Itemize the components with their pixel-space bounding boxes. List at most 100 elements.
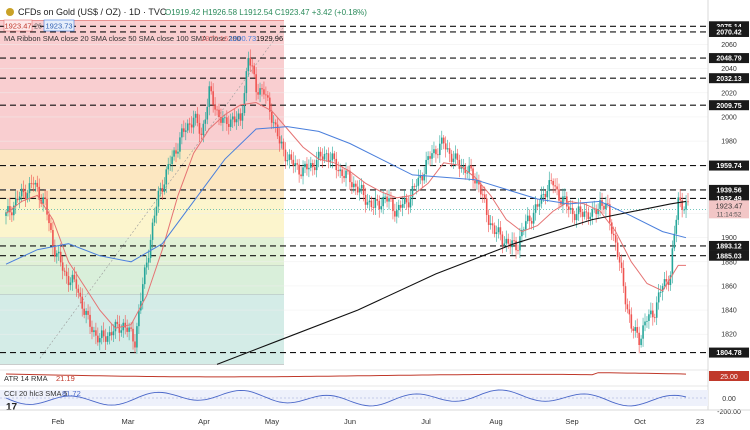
candle-body xyxy=(513,240,515,242)
candle-body xyxy=(495,232,498,235)
candle-body xyxy=(433,149,435,154)
y-tick-1: 1840 xyxy=(721,308,737,315)
moving-average-lines xyxy=(5,101,687,365)
buy-button[interactable] xyxy=(43,19,75,32)
candle-body xyxy=(493,225,496,235)
candle-body xyxy=(226,117,228,125)
atr-axis-tick: 25.00 xyxy=(720,374,738,381)
candle-body xyxy=(437,154,439,156)
candle-body xyxy=(106,336,109,342)
candle-body xyxy=(231,116,234,120)
candle-body xyxy=(425,159,427,175)
y-tick-12: 2060 xyxy=(721,42,737,49)
level-label-5: 1959.74 xyxy=(716,163,741,170)
candle-body xyxy=(388,198,390,202)
candle-body xyxy=(46,198,48,215)
candle-body xyxy=(370,200,373,207)
candle-body xyxy=(345,170,347,179)
candle-body xyxy=(28,183,31,194)
candle-body xyxy=(571,207,574,215)
candle-body xyxy=(48,214,50,224)
candle-body xyxy=(263,89,265,95)
candle-body xyxy=(646,320,648,322)
candle-body xyxy=(100,330,103,339)
candle-body xyxy=(661,286,664,293)
candle-body xyxy=(548,180,551,192)
candle-body xyxy=(251,65,254,67)
candle-body xyxy=(634,327,637,331)
candle-body xyxy=(454,153,457,159)
y-tick-8: 1980 xyxy=(721,139,737,146)
candle-body xyxy=(36,182,39,187)
level-tag-5 xyxy=(709,160,749,171)
candle-body xyxy=(626,304,629,310)
candle-body xyxy=(198,122,201,134)
candle-body xyxy=(685,201,687,210)
candle-body xyxy=(200,133,203,136)
candle-body xyxy=(102,330,105,337)
candle-body xyxy=(362,184,365,195)
candle-body xyxy=(356,186,359,193)
candle-body xyxy=(421,176,424,181)
candle-body xyxy=(341,169,343,176)
candle-body xyxy=(671,248,674,276)
candle-body xyxy=(321,156,324,160)
x-tick-0: Feb xyxy=(52,417,65,426)
candle-body xyxy=(622,267,625,287)
candle-body xyxy=(126,327,128,332)
candle-body xyxy=(241,113,244,121)
candle-body xyxy=(124,322,127,328)
level-label-7: 1932.49 xyxy=(716,196,741,203)
candle-body xyxy=(87,310,89,315)
candle-body xyxy=(368,200,371,203)
candle-body xyxy=(13,205,15,216)
candle-body xyxy=(429,156,431,159)
sell-button[interactable] xyxy=(3,19,33,32)
candle-body xyxy=(485,198,488,215)
level-tag-9 xyxy=(709,250,749,261)
candle-body xyxy=(132,328,134,342)
candle-body xyxy=(261,88,263,90)
candle-body xyxy=(397,204,400,211)
candle-body xyxy=(384,196,386,198)
candle-body xyxy=(499,227,502,235)
level-label-8: 1893.12 xyxy=(716,244,741,251)
ohlc-values: O1919.42 H1926.58 L1912.54 C1923.47 +3.4… xyxy=(165,8,367,17)
level-labels: 2075.142070.422048.792032.132009.751959.… xyxy=(709,21,749,358)
candle-body xyxy=(188,123,191,125)
sma200-value: 1929.96 xyxy=(256,34,283,43)
candle-body xyxy=(163,184,166,192)
candle-body xyxy=(118,324,121,333)
candle-body xyxy=(73,274,76,280)
candle-body xyxy=(605,203,607,210)
candle-body xyxy=(143,267,146,285)
time-axis[interactable]: Feb Mar Apr May Jun Jul Aug Sep Oct 23 xyxy=(52,417,705,426)
symbol-title: CFDs on Gold (US$ / OZ) · 1D · TVC xyxy=(18,7,167,17)
candle-body xyxy=(104,336,107,342)
candle-body xyxy=(71,274,74,283)
x-tick-4: Jun xyxy=(344,417,356,426)
candle-body xyxy=(298,164,300,175)
candle-body xyxy=(257,92,259,95)
candle-body xyxy=(110,332,113,336)
candle-body xyxy=(93,330,95,333)
candle-body xyxy=(304,163,306,168)
level-label-1: 2070.42 xyxy=(716,30,741,37)
candle-body xyxy=(503,243,506,246)
candle-body xyxy=(278,136,281,144)
y-tick-9: 2000 xyxy=(721,114,737,121)
candle-body xyxy=(386,196,388,202)
candle-body xyxy=(272,122,275,124)
candle-body xyxy=(468,165,470,173)
candle-body xyxy=(480,184,482,195)
tradingview-logo-icon: 17 xyxy=(6,402,18,413)
candle-body xyxy=(575,214,578,221)
candle-body xyxy=(374,198,377,208)
candle-body xyxy=(526,215,529,222)
candle-body xyxy=(284,149,287,162)
candle-body xyxy=(392,199,394,212)
level-label-3: 2032.13 xyxy=(716,76,741,83)
candle-body xyxy=(616,242,619,257)
x-tick-9: 23 xyxy=(696,417,704,426)
